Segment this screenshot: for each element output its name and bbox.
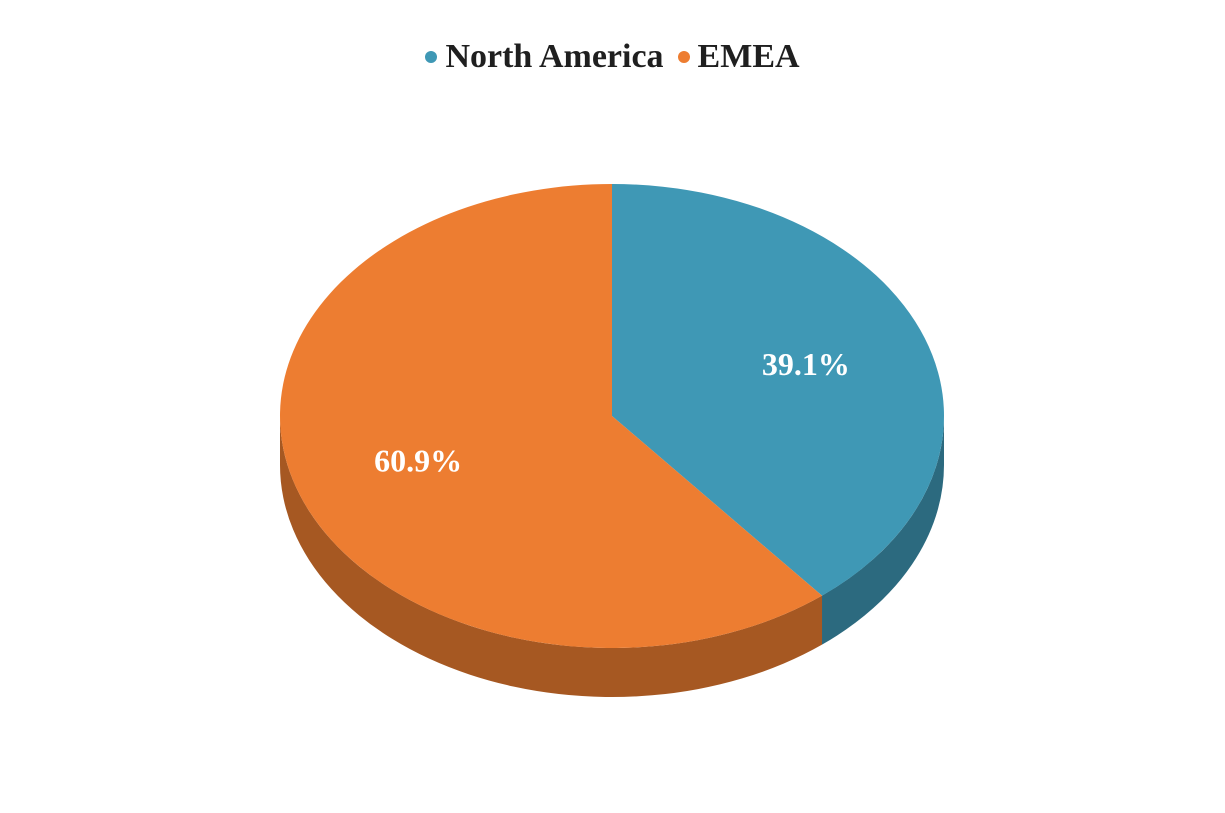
legend-item-emea[interactable]: EMEA (677, 38, 800, 75)
pie-side-walls (280, 416, 944, 697)
pie-side-emea (280, 416, 823, 697)
legend-marker-emea (677, 51, 690, 63)
pie-slice-emea[interactable] (279, 184, 823, 648)
data-label-north-america: 39.1% (762, 346, 850, 382)
pie-slice-north-america[interactable] (612, 184, 944, 596)
pie-data-labels: 39.1% 60.9% (374, 346, 850, 479)
legend-marker-north-america (425, 51, 438, 63)
pie-slices (279, 184, 944, 648)
legend-label-emea: EMEA (697, 38, 800, 75)
chart-legend: North America EMEA (0, 40, 1225, 74)
data-label-emea: 60.9% (374, 443, 462, 479)
legend-item-north-america[interactable]: North America (425, 38, 664, 75)
pie-side-north-america (822, 416, 944, 645)
legend-label-north-america: North America (445, 38, 664, 75)
